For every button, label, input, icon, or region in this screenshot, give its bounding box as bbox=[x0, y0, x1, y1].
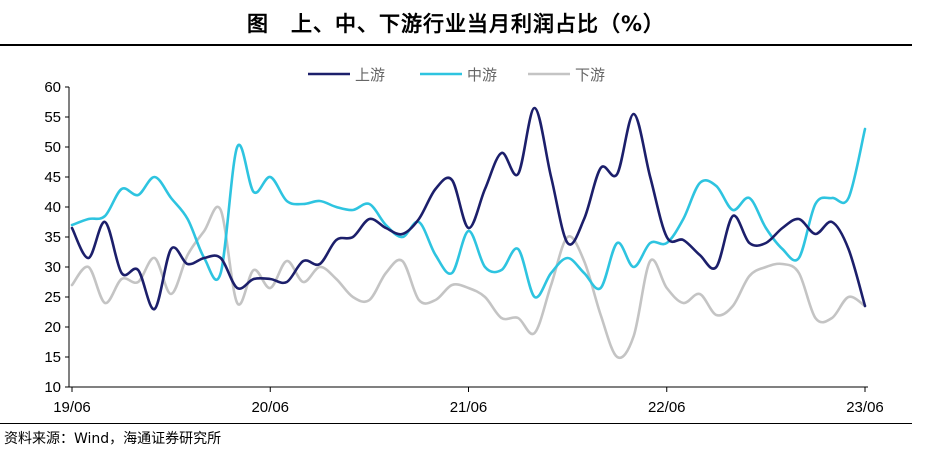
series-line-upstream bbox=[70, 106, 867, 311]
series-line-midstream bbox=[70, 127, 867, 299]
legend-label-upstream: 上游 bbox=[355, 66, 385, 84]
x-tick-label: 23/06 bbox=[846, 399, 884, 416]
y-tick-label: 20 bbox=[44, 319, 61, 336]
title-bar: 图 上、中、下游行业当月利润占比（%） bbox=[0, 0, 912, 46]
series-line-downstream bbox=[70, 205, 867, 360]
y-tick-label: 30 bbox=[44, 259, 61, 276]
y-tick-label: 45 bbox=[44, 169, 61, 186]
x-tick-label: 19/06 bbox=[53, 399, 91, 416]
y-tick-label: 40 bbox=[44, 199, 61, 216]
line-chart: 上游 中游 下游 10 15 20 25 30 35 40 45 50 55 60 19/06 20/06 2… bbox=[44, 66, 883, 416]
y-tick-label: 35 bbox=[44, 229, 61, 246]
chart-series bbox=[70, 106, 867, 360]
y-tick-label: 10 bbox=[44, 379, 61, 396]
chart-legend: 上游 中游 下游 bbox=[308, 66, 605, 84]
source-note: 资料来源：Wind，海通证券研究所 bbox=[4, 431, 222, 447]
y-tick-label: 15 bbox=[44, 349, 61, 366]
legend-label-midstream: 中游 bbox=[467, 66, 497, 84]
chart-area: 上游 中游 下游 10 15 20 25 30 35 40 45 50 55 60 19/06 20/06 2… bbox=[0, 52, 912, 422]
chart-axes: 10 15 20 25 30 35 40 45 50 55 60 19/06 20/06 21/06 22/… bbox=[44, 79, 883, 416]
x-tick-label: 20/06 bbox=[251, 399, 289, 416]
y-tick-label: 50 bbox=[44, 139, 61, 156]
y-tick-label: 60 bbox=[44, 79, 61, 96]
source-divider bbox=[0, 423, 912, 424]
chart-title: 图 上、中、下游行业当月利润占比（%） bbox=[246, 12, 666, 36]
x-tick-label: 21/06 bbox=[450, 399, 488, 416]
y-tick-label: 25 bbox=[44, 289, 61, 306]
x-tick-label: 22/06 bbox=[648, 399, 686, 416]
legend-label-downstream: 下游 bbox=[575, 66, 605, 84]
y-tick-label: 55 bbox=[44, 109, 61, 126]
